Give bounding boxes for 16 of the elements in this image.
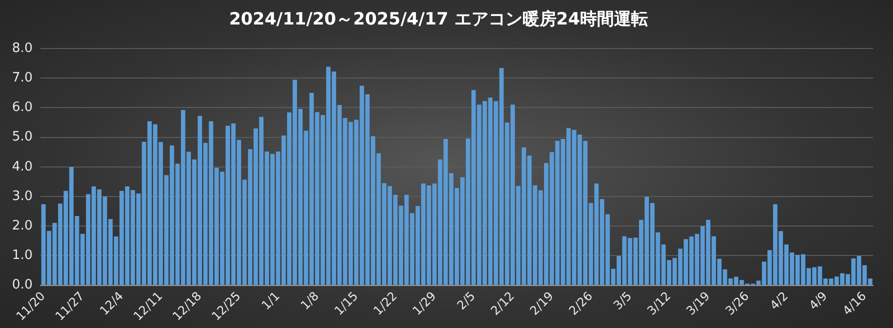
chart-title: 2024/11/20～2025/4/17 エアコン暖房24時間運転	[229, 10, 648, 30]
y-tick-label: 8.0	[12, 40, 33, 56]
y-tick-label: 1.0	[12, 248, 33, 264]
x-tick-label: 4/9	[806, 288, 830, 312]
y-tick-label: 0.0	[12, 278, 33, 293]
x-tick-label: 1/8	[298, 288, 322, 312]
y-tick-label: 3.0	[12, 188, 33, 204]
y-tick-label: 7.0	[12, 70, 33, 86]
y-tick-label: 2.0	[12, 218, 33, 234]
x-tick-label: 1/1	[258, 288, 282, 312]
y-tick-label: 6.0	[12, 100, 33, 116]
y-tick-label: 4.0	[12, 159, 33, 174]
x-tick-label: 3/5	[610, 288, 634, 312]
x-tick-label: 4/2	[767, 288, 791, 312]
y-tick-label: 5.0	[12, 130, 33, 145]
x-tick-label: 2/5	[454, 288, 478, 312]
